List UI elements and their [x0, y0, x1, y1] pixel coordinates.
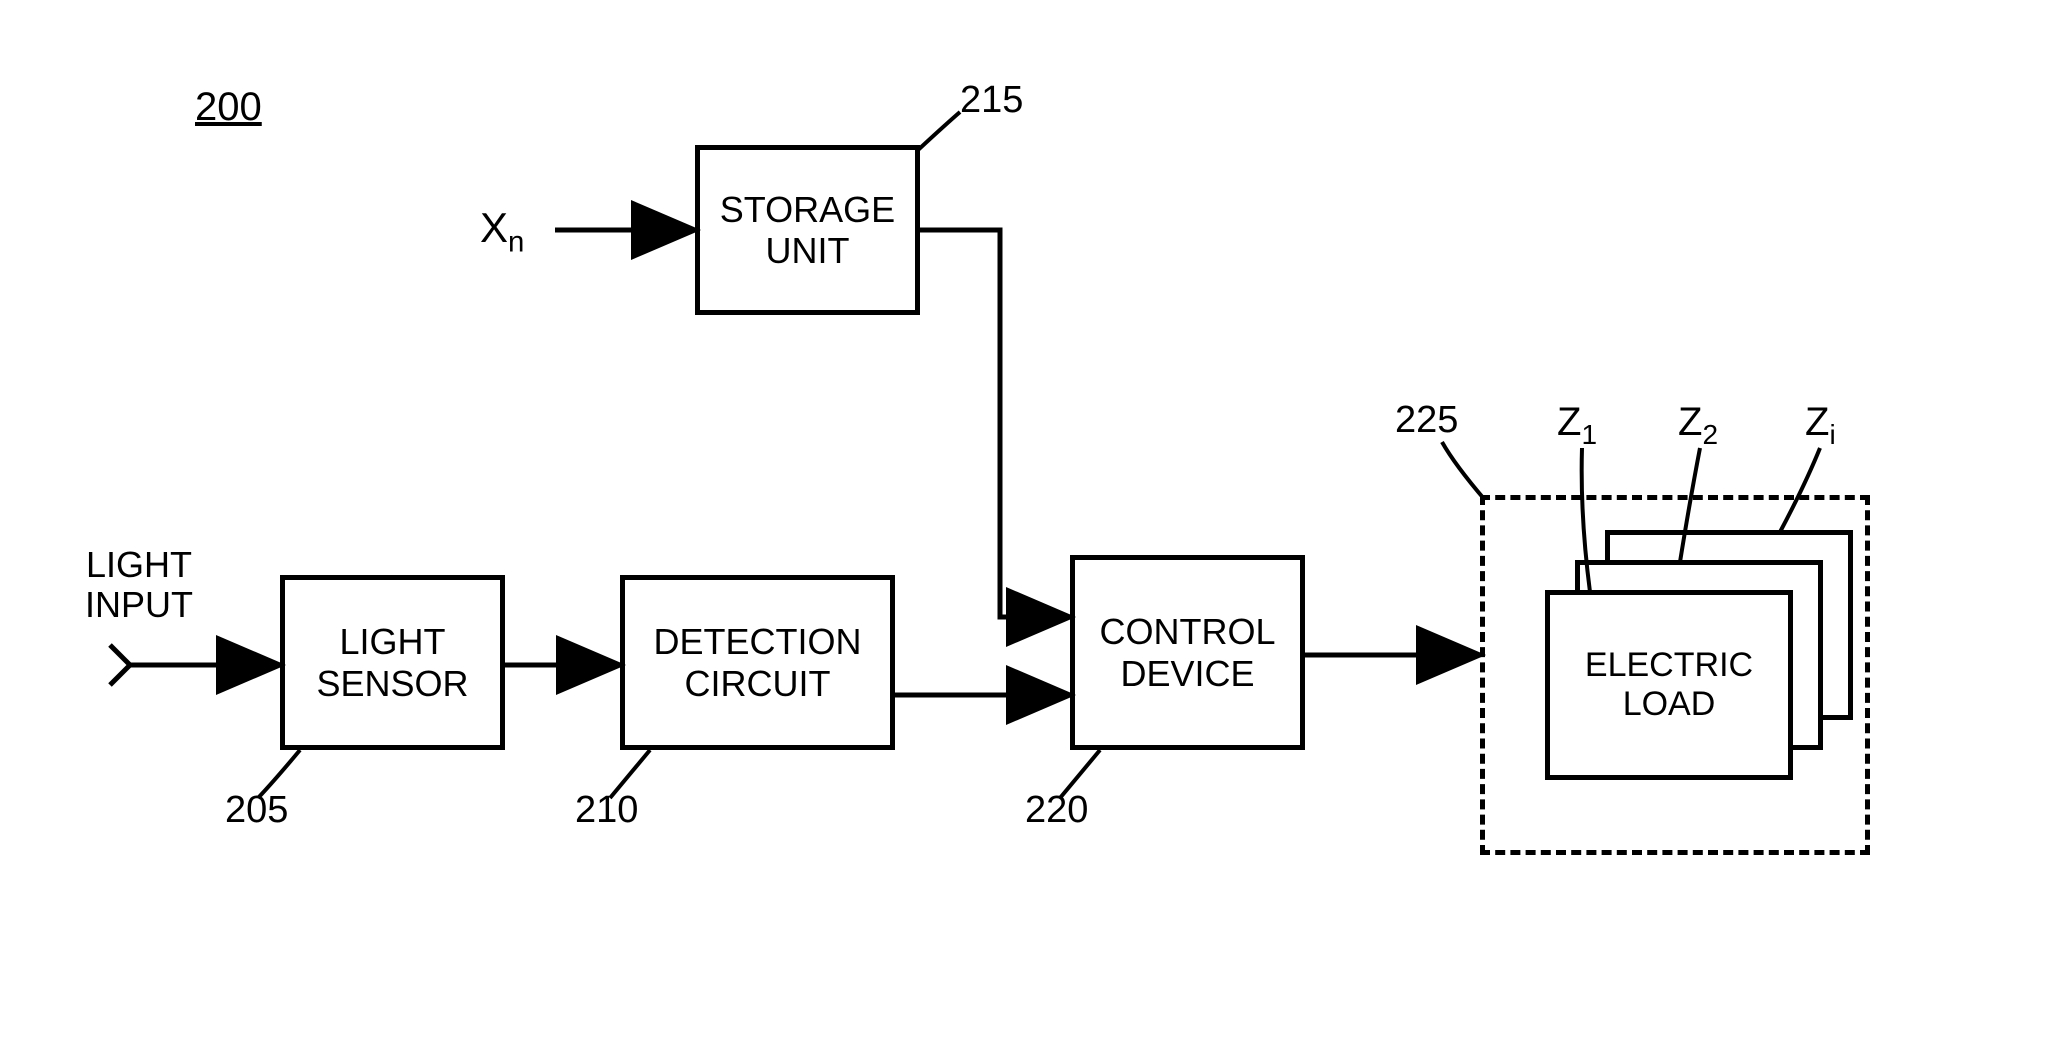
z1-label: Z1: [1557, 400, 1597, 451]
light-sensor-block: LIGHT SENSOR: [280, 575, 505, 750]
figure-ref-200: 200: [195, 85, 262, 130]
diagram-canvas: 200 LIGHT INPUT Xn LIGHT SENSOR 205 DETE…: [0, 0, 2060, 1045]
light-input-label: LIGHT INPUT: [85, 545, 193, 624]
storage-unit-block: STORAGE UNIT: [695, 145, 920, 315]
ref-215: 215: [960, 80, 1023, 122]
light-input-line1: LIGHT: [86, 544, 192, 585]
ref-205: 205: [225, 790, 288, 832]
ref-220: 220: [1025, 790, 1088, 832]
electric-load-block: ELECTRIC LOAD: [1545, 590, 1793, 780]
control-device-block: CONTROL DEVICE: [1070, 555, 1305, 750]
ref-225: 225: [1395, 400, 1458, 442]
z2-label: Z2: [1678, 400, 1718, 451]
detection-circuit-block: DETECTION CIRCUIT: [620, 575, 895, 750]
ref-210: 210: [575, 790, 638, 832]
xn-label: Xn: [480, 205, 524, 259]
light-input-line2: INPUT: [85, 584, 193, 625]
zi-label: Zi: [1805, 400, 1836, 451]
